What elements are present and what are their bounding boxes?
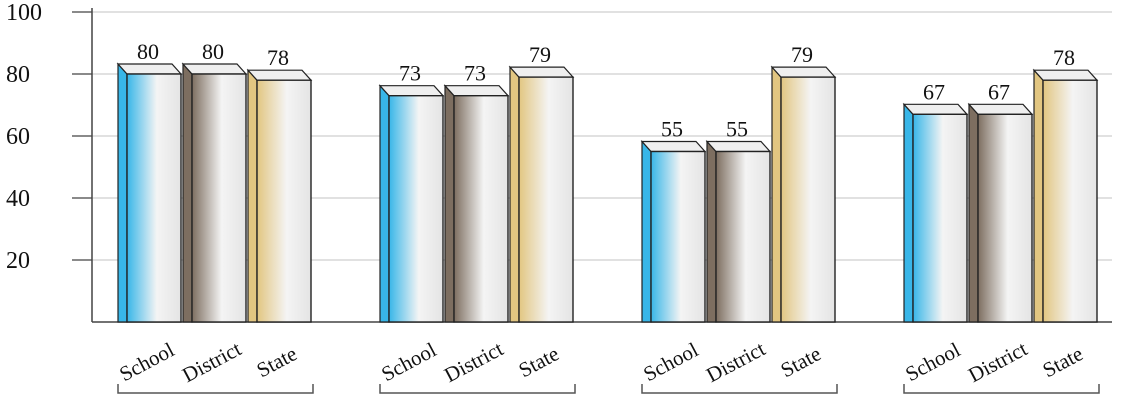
bar-school-group-4	[902, 102, 969, 323]
bar-school-group-3	[640, 139, 707, 323]
bar-school-group-1	[116, 62, 183, 323]
value-label: 80	[202, 39, 224, 64]
value-label: 73	[464, 61, 486, 86]
bar-state-group-4	[1032, 68, 1099, 323]
y-tick-label: 100	[6, 0, 42, 26]
bar-school-group-2	[378, 84, 445, 323]
category-label: District	[440, 336, 507, 387]
value-label: 79	[791, 42, 813, 67]
value-label: 80	[137, 39, 159, 64]
y-tick-label: 80	[6, 62, 30, 88]
category-label: State	[1039, 341, 1087, 382]
category-label: District	[178, 336, 245, 387]
bar-district-group-4	[967, 102, 1034, 323]
value-label: 73	[399, 61, 421, 86]
value-label: 67	[923, 79, 945, 104]
category-label: District	[964, 336, 1031, 387]
value-label: 67	[988, 79, 1010, 104]
bar-district-group-1	[181, 62, 248, 323]
category-label: State	[253, 341, 301, 382]
category-label: District	[702, 336, 769, 387]
group-bracket	[903, 384, 1100, 394]
bars	[116, 62, 1099, 323]
bar-district-group-2	[443, 84, 510, 323]
bar-state-group-2	[508, 65, 575, 323]
value-label: 78	[267, 45, 289, 70]
category-label: State	[777, 341, 825, 382]
bar-state-group-1	[246, 68, 313, 323]
group-bracket	[641, 384, 838, 394]
y-tick-label: 20	[6, 248, 30, 274]
y-tick-label: 60	[6, 124, 30, 150]
value-label: 79	[529, 42, 551, 67]
group-bracket	[117, 384, 314, 394]
category-label: School	[901, 337, 964, 386]
category-label: School	[115, 337, 178, 386]
value-label: 78	[1053, 45, 1075, 70]
category-label: School	[639, 337, 702, 386]
bar-district-group-3	[705, 139, 772, 323]
category-label: School	[377, 337, 440, 386]
group-bracket	[379, 384, 576, 394]
category-label: State	[515, 341, 563, 382]
y-tick-label: 40	[6, 186, 30, 212]
bar-state-group-3	[770, 65, 837, 323]
value-label: 55	[661, 117, 683, 142]
value-label: 55	[726, 117, 748, 142]
